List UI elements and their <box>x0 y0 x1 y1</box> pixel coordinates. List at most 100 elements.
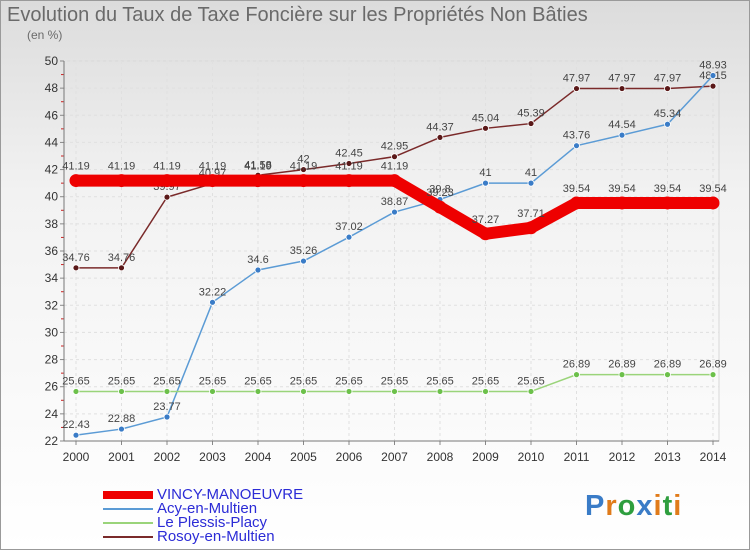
data-point-rosoy-en-multien <box>391 153 398 161</box>
data-label-vincy-manoeuvre: 41.19 <box>244 161 272 173</box>
x-tick-label: 2008 <box>427 450 454 464</box>
legend-item-le-plessis-placy: Le Plessis-Placy <box>103 515 267 530</box>
data-label-le-plessis-placy: 25.65 <box>62 375 90 387</box>
data-point-rosoy-en-multien <box>72 264 80 272</box>
data-point-le-plessis-placy <box>72 388 80 395</box>
chart-title: Evolution du Taux de Taxe Foncière sur l… <box>7 4 588 26</box>
data-point-rosoy-en-multien <box>118 264 125 272</box>
data-label-rosoy-en-multien: 44.37 <box>426 121 454 133</box>
brand-letter: t <box>662 490 674 522</box>
legend-label-rosoy: Rosoy-en-Multien <box>157 528 275 545</box>
data-point-acy-en-multien <box>664 120 671 128</box>
x-tick-label: 2014 <box>700 450 727 464</box>
data-point-rosoy-en-multien <box>300 166 307 173</box>
data-label-rosoy-en-multien: 45.04 <box>472 112 500 124</box>
y-tick-label: 42 <box>45 163 59 177</box>
brand-letter: o <box>617 490 637 522</box>
legend-label-acy: Acy-en-Multien <box>157 500 258 517</box>
data-point-rosoy-en-multien <box>482 124 489 132</box>
data-label-vincy-manoeuvre: 39.54 <box>699 183 727 195</box>
data-label-vincy-manoeuvre: 37.27 <box>472 214 500 226</box>
data-label-acy-en-multien: 43.76 <box>563 130 591 142</box>
legend-swatch-rosoy <box>103 536 153 538</box>
data-label-rosoy-en-multien: 47.97 <box>654 73 682 85</box>
data-label-rosoy-en-multien: 42 <box>297 154 309 166</box>
data-label-acy-en-multien: 41 <box>479 167 491 179</box>
data-label-vincy-manoeuvre: 41.19 <box>381 161 409 173</box>
legend-swatch-vincy <box>103 491 153 499</box>
data-point-rosoy-en-multien <box>436 134 444 141</box>
data-label-rosoy-en-multien: 34.76 <box>108 252 136 264</box>
data-point-le-plessis-placy <box>391 388 398 395</box>
data-point-vincy-manoeuvre <box>524 221 538 235</box>
proxiti-logo: Proxiti <box>585 490 682 523</box>
data-point-acy-en-multien <box>527 179 535 187</box>
data-label-acy-en-multien: 48.93 <box>699 60 727 72</box>
data-point-vincy-manoeuvre <box>297 174 310 188</box>
data-point-le-plessis-placy <box>300 388 307 395</box>
data-label-le-plessis-placy: 26.89 <box>699 359 727 371</box>
data-label-vincy-manoeuvre: 41.19 <box>290 161 318 173</box>
legend-label-vincy: VINCY-MANOEUVRE <box>157 486 304 503</box>
brand-letter: i <box>673 490 683 522</box>
data-point-le-plessis-placy <box>664 371 671 379</box>
data-point-le-plessis-placy <box>254 388 262 395</box>
x-tick-label: 2000 <box>63 450 90 464</box>
data-label-rosoy-en-multien: 42.45 <box>335 147 363 159</box>
y-tick-label: 36 <box>45 244 59 258</box>
y-tick-label: 28 <box>45 353 59 367</box>
data-label-acy-en-multien: 41 <box>525 167 537 179</box>
legend-swatch-plessis <box>103 522 153 524</box>
x-tick-label: 2006 <box>336 450 363 464</box>
data-point-vincy-manoeuvre <box>661 196 674 210</box>
data-label-vincy-manoeuvre: 39.54 <box>608 183 636 195</box>
x-tick-label: 2012 <box>609 450 636 464</box>
legend-item-rosoy-en-multien: Rosoy-en-Multien <box>103 528 275 545</box>
data-point-acy-en-multien <box>209 298 216 306</box>
data-label-acy-en-multien: 32.22 <box>199 286 227 298</box>
y-tick-label: 34 <box>45 271 59 285</box>
data-point-acy-en-multien <box>573 142 580 150</box>
data-label-vincy-manoeuvre: 41.19 <box>199 161 227 173</box>
data-point-le-plessis-placy <box>436 388 444 395</box>
data-label-le-plessis-placy: 25.65 <box>244 375 272 387</box>
data-label-rosoy-en-multien: 34.76 <box>62 252 90 264</box>
y-tick-label: 44 <box>45 135 59 149</box>
data-point-le-plessis-placy <box>709 371 717 379</box>
data-point-vincy-manoeuvre <box>388 174 401 188</box>
data-label-rosoy-en-multien: 42.95 <box>381 141 409 153</box>
data-label-acy-en-multien: 45.34 <box>654 108 682 120</box>
data-label-vincy-manoeuvre: 41.19 <box>153 161 181 173</box>
data-point-acy-en-multien <box>118 425 125 433</box>
data-point-vincy-manoeuvre <box>342 174 356 188</box>
x-tick-label: 2007 <box>381 450 408 464</box>
unit-label: (en %) <box>27 28 63 42</box>
brand-letter: i <box>653 490 663 522</box>
data-point-vincy-manoeuvre <box>115 174 128 188</box>
x-tick-label: 2010 <box>518 450 545 464</box>
x-tick-label: 2009 <box>472 450 499 464</box>
data-point-acy-en-multien <box>618 131 626 139</box>
legend-item-vincy-manoeuvre: VINCY-MANOEUVRE <box>103 486 304 503</box>
data-label-vincy-manoeuvre: 39.23 <box>426 187 454 199</box>
y-tick-label: 38 <box>45 217 59 231</box>
data-label-acy-en-multien: 38.87 <box>381 196 409 208</box>
brand-letter: r <box>605 490 618 522</box>
data-point-le-plessis-placy <box>209 388 216 395</box>
data-label-acy-en-multien: 39.8 <box>429 183 450 195</box>
data-label-le-plessis-placy: 25.65 <box>426 375 454 387</box>
y-tick-label: 40 <box>45 190 59 204</box>
data-point-rosoy-en-multien <box>618 85 626 92</box>
data-point-le-plessis-placy <box>618 371 626 379</box>
x-tick-label: 2013 <box>654 450 681 464</box>
data-point-acy-en-multien <box>72 431 80 439</box>
data-label-vincy-manoeuvre: 39.54 <box>563 183 591 195</box>
y-tick-label: 48 <box>45 81 59 95</box>
x-tick-label: 2004 <box>245 450 272 464</box>
data-point-le-plessis-placy <box>573 371 580 379</box>
data-label-le-plessis-placy: 25.65 <box>199 375 227 387</box>
data-point-acy-en-multien <box>482 179 489 187</box>
data-label-le-plessis-placy: 25.65 <box>290 375 318 387</box>
